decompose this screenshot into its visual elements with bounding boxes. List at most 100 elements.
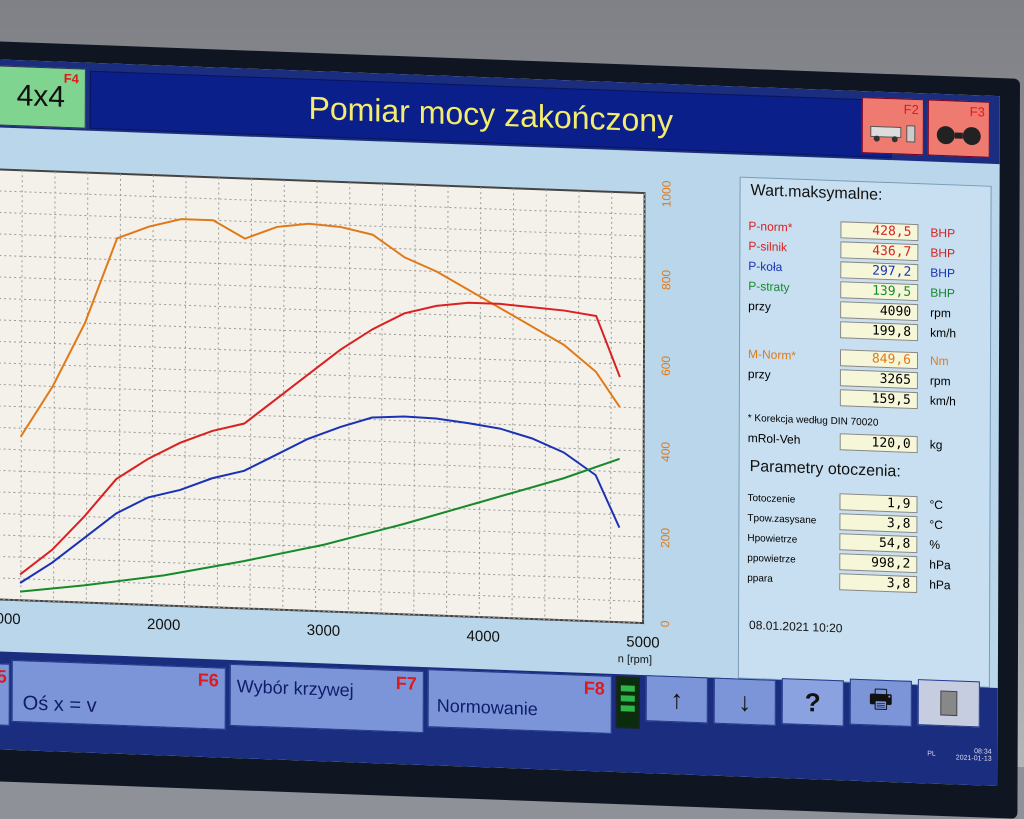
m-norm-unit: Nm xyxy=(929,353,949,369)
f5-key-label: 5 xyxy=(0,666,7,687)
grid-line xyxy=(184,176,187,607)
rpm-value: 4090 xyxy=(840,300,919,321)
speed-unit: km/h xyxy=(930,325,957,341)
rpm-unit: rpm xyxy=(930,305,951,321)
power-chart-panel: 1000 2000 3000 4000 5000 0 200 400 600 800 1000 n [… xyxy=(0,129,735,677)
rollers-f3-button[interactable]: F3 xyxy=(927,99,990,158)
grid-line xyxy=(446,185,449,616)
x-tick-label: 2000 xyxy=(147,616,180,634)
grid-line xyxy=(0,254,645,280)
print-button[interactable]: 🖶 xyxy=(849,678,912,727)
grid-line xyxy=(0,190,645,216)
grid-line xyxy=(0,276,645,302)
p-kola-label: P-koła xyxy=(748,258,783,275)
f5-button[interactable]: 5 xyxy=(0,662,10,726)
humidity-value: 54,8 xyxy=(839,532,918,553)
up-arrow-icon: ↑ xyxy=(670,683,684,715)
grid-line xyxy=(0,340,644,366)
up-arrow-button[interactable]: ↑ xyxy=(645,675,708,724)
rollers-icon xyxy=(936,126,981,146)
measurement-datetime: 08.01.2021 10:20 xyxy=(749,617,843,636)
m-przy-label: przy xyxy=(747,366,771,382)
x-tick-label: 4000 xyxy=(467,628,500,646)
grid-line xyxy=(216,177,220,608)
mode-4x4-button[interactable]: 4x4 F4 xyxy=(0,65,86,129)
pressure-label: ppowietrze xyxy=(747,552,796,566)
intake-temp-value: 3,8 xyxy=(839,512,918,533)
p-kola-value: 297,2 xyxy=(840,260,919,281)
power-chart: 1000 2000 3000 4000 5000 0 200 400 600 800 1000 n [… xyxy=(0,168,674,666)
grid-line xyxy=(282,179,285,610)
grid-line xyxy=(413,184,416,615)
m-rpm-value: 3265 xyxy=(839,368,918,389)
grid-line xyxy=(0,233,645,259)
grid-line xyxy=(0,469,644,495)
humidity-label: Hpowietrze xyxy=(747,532,798,546)
grid-line xyxy=(0,555,644,581)
vapor-label: ppara xyxy=(747,572,773,585)
y-tick-label: 0 xyxy=(658,620,672,628)
grid-line xyxy=(249,178,253,609)
intake-temp-label: Tpow.zasysane xyxy=(747,512,817,526)
m-norm-label: M-Norm* xyxy=(747,346,797,363)
p-norm-value: 428,5 xyxy=(840,220,919,241)
down-arrow-button[interactable]: ↓ xyxy=(713,677,776,726)
row-mass: mRol-Veh 120,0 kg xyxy=(748,428,943,455)
y-tick-label: 600 xyxy=(659,355,673,376)
y-tick-label: 400 xyxy=(659,441,673,462)
monitor: 4x4 F4 Pomiar mocy zakończony F2 F3 10 xyxy=(0,40,1020,819)
axis-x-v-label: Oś x = v xyxy=(22,692,97,718)
vapor-value: 3,8 xyxy=(839,572,918,593)
f6-key-label: F6 xyxy=(197,669,219,691)
system-tray: PL 08:34 2021-01-13 xyxy=(842,742,998,764)
grid-line xyxy=(0,491,644,517)
f3-key-label: F3 xyxy=(969,104,985,120)
printer-icon: 🖶 xyxy=(868,683,894,715)
temp-value: 1,9 xyxy=(839,492,918,513)
car-lift-icon xyxy=(870,125,916,143)
mass-value: 120,0 xyxy=(839,432,918,453)
grid-line xyxy=(85,172,89,603)
x-axis-label: n [rpm] xyxy=(618,653,652,666)
bottom-bar: 5 F6 Oś x = v F7 Wybór krzywej F8 Normow… xyxy=(0,651,998,787)
door-icon xyxy=(940,690,958,717)
grid-line xyxy=(642,193,646,624)
help-button[interactable]: ? xyxy=(781,678,844,727)
temp-unit: °C xyxy=(929,497,943,513)
grid-line xyxy=(0,534,644,560)
tray-lang: PL xyxy=(927,749,936,758)
grid-line xyxy=(0,512,644,538)
normalization-button[interactable]: F8 Normowanie xyxy=(427,669,612,734)
app-screen: 4x4 F4 Pomiar mocy zakończony F2 F3 10 xyxy=(0,59,1000,787)
tray-date: 2021-01-13 xyxy=(955,754,992,763)
x-tick-label: 1000 xyxy=(0,610,21,628)
grid-line xyxy=(0,577,644,603)
m-speed-value: 159,5 xyxy=(839,388,918,409)
p-kola-unit: BHP xyxy=(930,265,956,281)
grid-line xyxy=(0,405,644,431)
axis-x-v-button[interactable]: F6 Oś x = v xyxy=(11,659,226,730)
grid-line xyxy=(0,319,645,345)
grid-line xyxy=(53,171,56,602)
tray-clock: 08:34 2021-01-13 xyxy=(956,748,992,763)
f2-key-label: F2 xyxy=(903,101,919,118)
grid-line xyxy=(478,187,482,618)
pressure-value: 998,2 xyxy=(839,552,918,573)
series-line-3 xyxy=(19,457,620,593)
m-speed-label xyxy=(748,394,840,397)
p-silnik-unit: BHP xyxy=(930,245,956,261)
max-values-panel: Wart.maksymalne: P-norm* 428,5 BHP P-sil… xyxy=(737,176,992,688)
select-curve-button[interactable]: F7 Wybór krzywej xyxy=(229,663,424,734)
temp-label: Totoczenie xyxy=(747,492,796,506)
series-line-2 xyxy=(19,415,621,584)
help-icon: ? xyxy=(804,686,821,718)
przy-label: przy xyxy=(748,298,771,314)
m-norm-value: 849,6 xyxy=(839,348,919,369)
intake-temp-unit: °C xyxy=(929,517,943,533)
grid-line xyxy=(151,175,154,606)
vehicle-f2-button[interactable]: F2 xyxy=(861,97,924,156)
f8-key-label: F8 xyxy=(583,677,605,699)
max-values-title: Wart.maksymalne: xyxy=(750,181,883,204)
exit-button[interactable] xyxy=(917,679,980,728)
p-silnik-value: 436,7 xyxy=(840,240,919,261)
